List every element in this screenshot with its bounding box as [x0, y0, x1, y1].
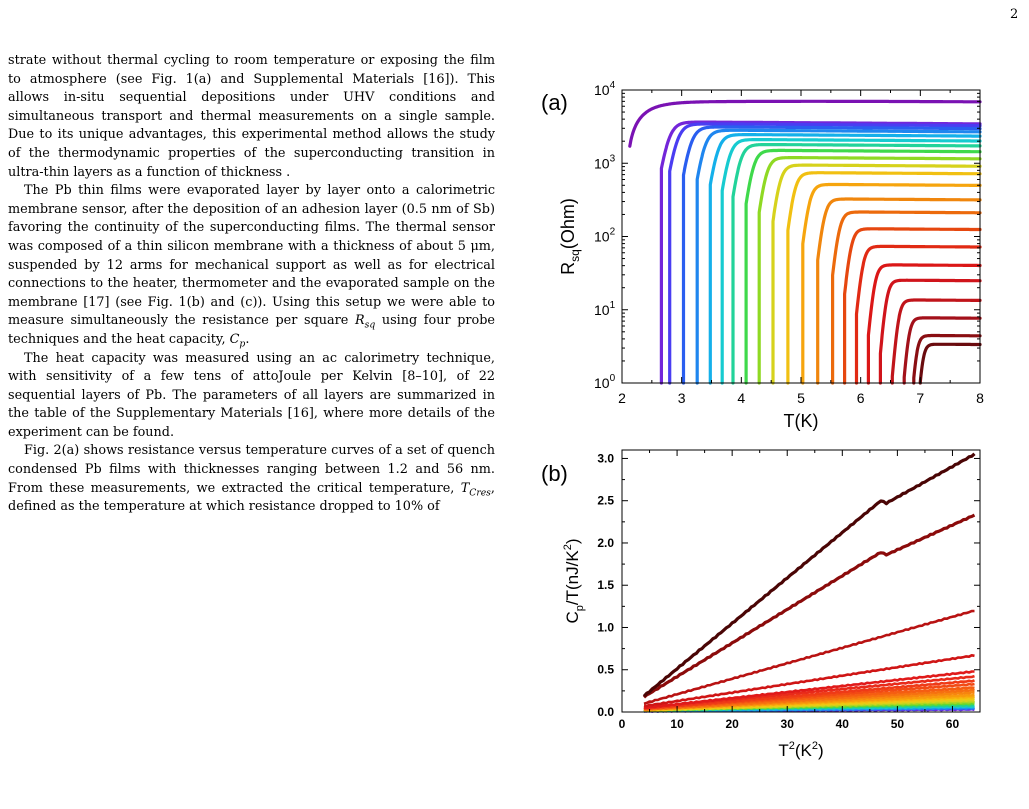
chart-b-frame — [621, 449, 981, 713]
chart-b-ylabel: Cp/T(nJ/K2) — [562, 539, 586, 624]
chart-a-series-9 — [744, 148, 982, 385]
chart-a-ytick-label: 104 — [594, 80, 616, 98]
paragraph-2: The Pb thin films were evaporated layer … — [8, 183, 495, 350]
chart-b-series-4 — [643, 653, 975, 708]
chart-a-series-17 — [854, 244, 982, 385]
chart-a-series-19 — [878, 278, 982, 385]
chart-a-xtick-label: 7 — [916, 390, 924, 406]
chart-a-series-8 — [731, 143, 982, 385]
chart-a-xtick-label: 5 — [797, 390, 805, 406]
body-text-column: strate without thermal cycling to room t… — [8, 52, 495, 517]
chart-a-series-1 — [628, 99, 982, 148]
page-number: 2 — [1010, 7, 1019, 22]
chart-a-ytick-label: 102 — [594, 227, 616, 245]
chart-b-series-10 — [643, 688, 975, 712]
chart-a-series-5 — [695, 128, 982, 385]
chart-b-xtick-label: 0 — [619, 717, 626, 731]
chart-b-xtick-label: 20 — [725, 717, 739, 731]
chart-b-ytick-label: 2.5 — [597, 494, 614, 508]
chart-b-xtick-label: 50 — [891, 717, 905, 731]
chart-b-xtick-label: 40 — [836, 717, 850, 731]
chart-a-xlabel: T(K) — [784, 411, 819, 431]
paragraph-1: strate without thermal cycling to room t… — [8, 53, 495, 180]
chart-b-panel-label: (b) — [541, 461, 568, 486]
chart-a-series-13 — [801, 182, 982, 385]
figure-2: 2 3 4 5 6 7 8 100 101 102 103 104 T(K) Rsq(Ohm) (a) 0 10… — [541, 80, 984, 760]
chart-a-series-23 — [918, 342, 982, 385]
chart-b-series-2 — [642, 513, 976, 699]
chart-b: 0 10 20 30 40 50 60 0.0 0.5 1.0 1.5 2.0 2.5 3.0 T2(K2)… — [541, 449, 981, 760]
chart-b-xlabel: T2(K2) — [778, 740, 823, 760]
chart-b-xtick-label: 60 — [946, 717, 960, 731]
chart-a-series-22 — [912, 333, 982, 385]
chart-a-series-4 — [681, 125, 982, 385]
chart-a-xtick-label: 8 — [976, 390, 984, 406]
chart-b-ytick-label: 3.0 — [597, 451, 614, 465]
chart-a-panel-label: (a) — [541, 90, 568, 115]
chart-a-xtick-label: 4 — [737, 390, 745, 406]
chart-a-series-20 — [890, 298, 982, 385]
chart-b-xtick-label: 30 — [781, 717, 795, 731]
chart-a: 2 3 4 5 6 7 8 100 101 102 103 104 T(K) Rsq(Ohm) (a) — [541, 80, 984, 431]
chart-a-series-16 — [843, 227, 982, 385]
chart-b-ytick-label: 2.0 — [597, 536, 614, 550]
chart-a-series-14 — [816, 197, 982, 385]
chart-a-xtick-label: 2 — [618, 390, 626, 406]
chart-a-ytick-label: 103 — [594, 153, 616, 171]
chart-b-series-1 — [642, 452, 976, 698]
chart-b-ytick-label: 0.0 — [597, 705, 614, 719]
chart-a-series-18 — [866, 263, 982, 385]
chart-a-ylabel: Rsq(Ohm) — [558, 198, 582, 275]
chart-a-series-11 — [771, 163, 982, 385]
chart-b-series-5 — [643, 670, 975, 710]
chart-a-xtick-label: 6 — [857, 390, 865, 406]
chart-a-xtick-label: 3 — [678, 390, 686, 406]
paragraph-4: Fig. 2(a) shows resistance versus temper… — [8, 443, 495, 515]
chart-b-ytick-label: 0.5 — [597, 663, 614, 677]
chart-a-ytick-label: 100 — [594, 373, 616, 391]
chart-a-series-15 — [831, 210, 982, 385]
chart-b-series-3 — [643, 609, 975, 705]
chart-a-series-10 — [757, 156, 982, 385]
chart-b-xtick-label: 10 — [670, 717, 684, 731]
chart-b-ytick-label: 1.5 — [597, 578, 614, 592]
chart-b-ytick-label: 1.0 — [597, 620, 614, 634]
chart-a-ytick-label: 101 — [594, 300, 616, 318]
chart-a-series-2 — [659, 120, 982, 385]
chart-a-series-3 — [668, 122, 982, 385]
chart-a-series-7 — [720, 138, 982, 385]
chart-a-series-6 — [708, 133, 982, 385]
chart-a-series-21 — [902, 316, 982, 385]
paragraph-3: The heat capacity was measured using an … — [8, 350, 495, 440]
chart-a-series-12 — [786, 171, 982, 385]
